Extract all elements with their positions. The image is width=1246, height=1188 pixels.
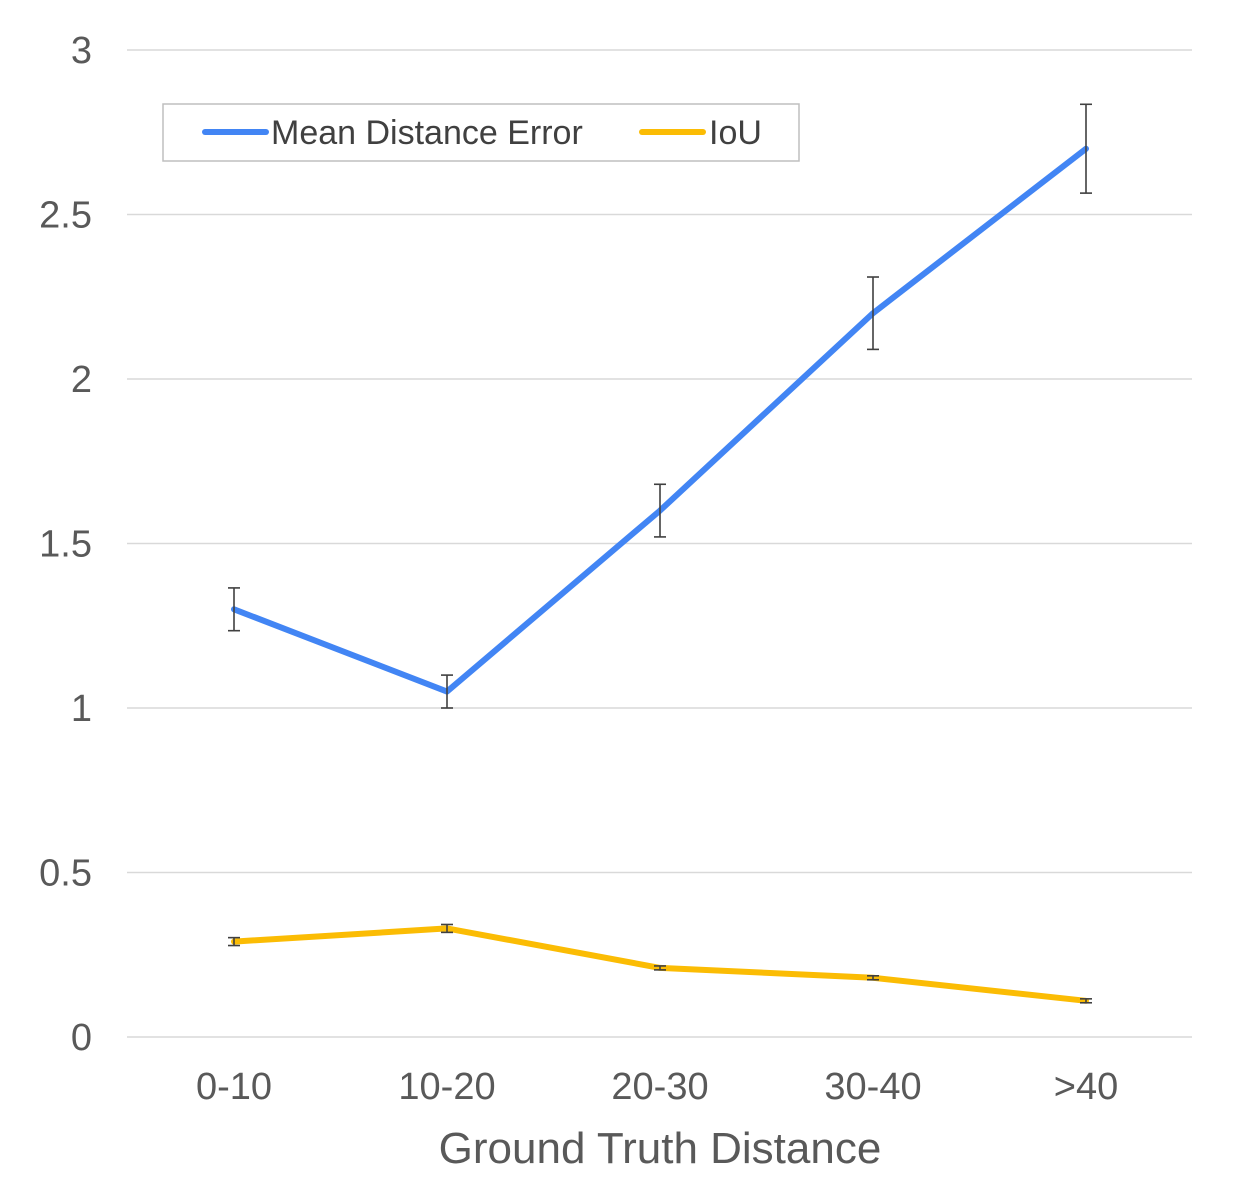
error-bar-iou [228,936,240,947]
error-bar-iou [654,965,666,971]
x-tick-label: 10-20 [398,1066,495,1108]
x-axis-ticks: 0-10 10-20 20-30 30-40 >40 [196,1066,1118,1108]
error-bar-mean-distance-error [441,674,453,709]
x-tick-label: 30-40 [824,1066,921,1108]
y-tick-label: 1 [71,688,92,730]
error-bar-mean-distance-error [1080,103,1092,194]
y-tick-label: 3 [71,30,92,72]
legend-label-iou: IoU [709,114,762,152]
y-axis-ticks: 0 0.5 1 1.5 2 2.5 3 [39,30,92,1059]
y-tick-label: 1.5 [39,524,92,566]
error-bar-iou [441,923,453,934]
y-tick-label: 0.5 [39,853,92,895]
error-bar-mean-distance-error [228,587,240,632]
series-group [228,103,1092,1004]
x-tick-label: 0-10 [196,1066,272,1108]
error-bar-iou [867,975,879,981]
error-bar-iou [1080,998,1092,1004]
x-tick-label: 20-30 [611,1066,708,1108]
y-tick-label: 2.5 [39,195,92,237]
error-bar-mean-distance-error [654,483,666,538]
y-tick-label: 2 [71,359,92,401]
series-line-iou [231,925,1089,1004]
y-tick-label: 0 [71,1017,92,1059]
x-axis-title: Ground Truth Distance [439,1124,882,1173]
gridlines [127,49,1192,1038]
x-tick-label: >40 [1054,1066,1118,1108]
legend-label-mean-distance-error: Mean Distance Error [271,114,583,152]
legend: Mean Distance Error IoU [162,103,800,162]
series-line-mean-distance-error [231,145,1089,695]
error-bar-mean-distance-error [867,276,879,351]
